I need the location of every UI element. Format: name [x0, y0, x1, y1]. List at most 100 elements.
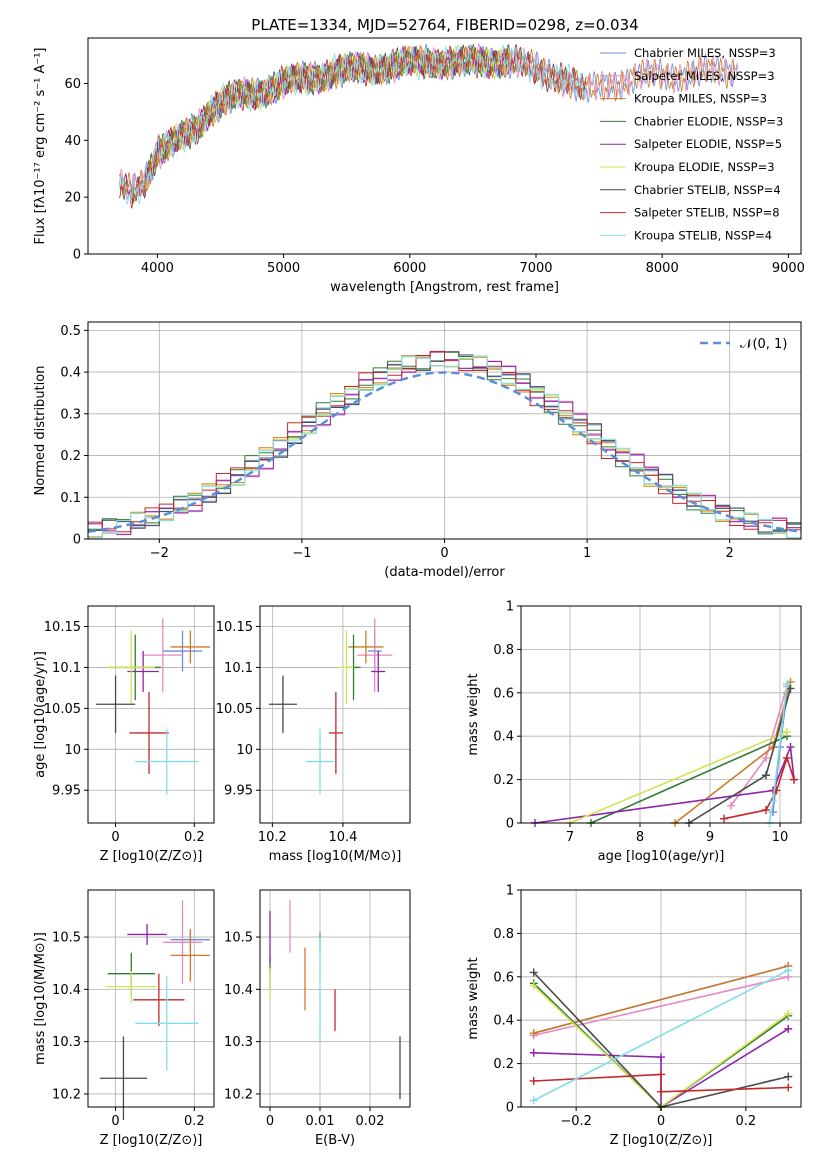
y-tick-label: 0.2 [493, 1057, 514, 1072]
weight-marker [769, 808, 777, 817]
x-tick-label: 0.2 [736, 1114, 757, 1129]
weight-marker [529, 1096, 538, 1105]
y-tick-label: 0 [506, 817, 514, 832]
figure-title: PLATE=1334, MJD=52764, FIBERID=0298, z=0… [251, 16, 638, 34]
weight-marker [762, 771, 770, 780]
weight-marker [786, 684, 795, 693]
histogram-step [88, 355, 801, 539]
y-tick-label: 10.2 [52, 1087, 81, 1102]
x-tick-label: 7 [566, 830, 574, 845]
y-tick-label: 0.5 [60, 324, 81, 339]
y-tick-label: 10.3 [224, 1035, 253, 1050]
legend-entry: Kroupa MILES, NSSP=3 [634, 92, 767, 106]
y-tick-label: 0.4 [493, 1014, 514, 1029]
y-tick-label: 0.2 [493, 773, 514, 788]
weight-marker [529, 1029, 538, 1038]
legend-entry: Chabrier MILES, NSSP=3 [634, 46, 776, 60]
plot-area [119, 42, 738, 209]
y-axis-label: age [log10(age/yr)] [33, 651, 48, 778]
x-axis-label: wavelength [Angstrom, rest frame] [330, 280, 559, 295]
y-tick-label: 0.4 [60, 366, 81, 381]
x-axis-label: E(B-V) [315, 1133, 355, 1148]
weight-marker [529, 968, 538, 977]
x-tick-label: 10 [772, 830, 789, 845]
weight-marker [784, 1072, 793, 1081]
y-tick-label: 0.8 [493, 643, 514, 658]
y-tick-label: 1 [506, 600, 514, 615]
y-tick-label: 0 [73, 248, 81, 263]
x-tick-label: 9 [706, 830, 714, 845]
weight-line [533, 965, 789, 1034]
y-tick-label: 10.4 [224, 983, 253, 998]
weight-marker [790, 775, 798, 784]
x-tick-label: 5000 [267, 261, 300, 276]
weight-line [533, 1073, 789, 1093]
weight-marker [657, 1070, 665, 1079]
plot-area [531, 677, 798, 827]
y-tick-label: 1 [506, 884, 514, 899]
plot-area [269, 900, 401, 1100]
weight-marker [769, 797, 777, 806]
y-tick-label: 60 [64, 77, 81, 92]
axes-frame [520, 605, 802, 824]
panel-mass-weight-vs-Z: −0.2 0 0.2 0 0.2 0.4 0.6 0.8 1 Z [log10(Z/Z⊙)] mas… [466, 884, 802, 1148]
panel-spectrum: 4000 5000 6000 7000 8000 9000 0 20 40 60 wavelengt… [33, 37, 805, 295]
y-axis-label: Normed distribution [33, 366, 48, 496]
weight-marker [529, 981, 538, 990]
weight-marker [657, 1053, 665, 1062]
weight-marker [783, 727, 791, 736]
x-tick-label: −1 [292, 546, 311, 561]
weight-marker [529, 1076, 538, 1085]
x-axis-label: Z [log10(Z/Z⊙)] [610, 1133, 713, 1148]
spectrum-line [119, 43, 587, 205]
y-tick-label: 9.95 [224, 784, 253, 799]
plot-area [99, 900, 211, 1121]
legend: 𝒩(0, 1) [700, 337, 787, 352]
weight-marker [784, 1009, 793, 1018]
y-tick-label: 0.4 [493, 730, 514, 745]
weight-line [688, 688, 792, 824]
plot-area [268, 618, 393, 795]
y-tick-label: 0.8 [493, 927, 514, 942]
x-tick-label: 8000 [646, 261, 679, 276]
x-tick-label: 6000 [393, 261, 426, 276]
panel-mass-weight-vs-age: 7 8 9 10 0 0.2 0.4 0.6 0.8 1 age [log10(age/yr)] ma… [466, 600, 802, 864]
weight-marker [784, 966, 793, 975]
y-tick-label: 10.2 [224, 1087, 253, 1102]
axes-frame [87, 889, 215, 1108]
y-tick-label: 10 [236, 743, 253, 758]
axes-frame [87, 37, 802, 255]
axes-frame [259, 889, 411, 1108]
weight-marker [783, 753, 791, 762]
x-axis-label: Z [log10(Z/Z⊙)] [100, 1133, 203, 1148]
x-tick-label: 0 [657, 1114, 665, 1129]
y-tick-label: 10.05 [44, 702, 81, 717]
y-tick-label: 20 [64, 191, 81, 206]
plot-area [88, 350, 801, 539]
x-tick-label: 0.01 [306, 1114, 335, 1129]
panel-mass-vs-Z: 0 0.2 10.2 10.3 10.4 10.5 Z [log10(Z/Z⊙)] mass … [33, 889, 215, 1148]
y-tick-label: 10.15 [216, 620, 253, 635]
x-axis-label: mass [log10(M/M⊙)] [269, 849, 402, 864]
y-tick-label: 40 [64, 134, 81, 149]
panel-residuals: −2 −1 0 1 2 0 0.1 0.2 0.3 0.4 0.5 (data-model)/erro… [33, 321, 802, 580]
x-tick-label: 0.2 [184, 830, 205, 845]
weight-line [590, 735, 788, 824]
legend-entry: Salpeter ELODIE, NSSP=5 [634, 137, 782, 151]
y-tick-label: 10.5 [52, 931, 81, 946]
y-tick-label: 10 [64, 743, 81, 758]
panel-mass-vs-EBV: 0 0.01 0.02 10.2 10.3 10.4 10.5 E(B-V) [224, 889, 411, 1148]
x-tick-label: 7000 [519, 261, 552, 276]
legend-entry: Kroupa STELIB, NSSP=4 [634, 228, 772, 242]
weight-marker [762, 753, 770, 762]
weight-marker [657, 1087, 665, 1096]
weight-marker [529, 1048, 538, 1057]
y-tick-label: 0 [73, 533, 81, 548]
plot-area [95, 618, 211, 795]
y-tick-label: 9.95 [52, 784, 81, 799]
x-tick-label: 0 [111, 1114, 119, 1129]
x-axis-label: (data-model)/error [384, 565, 505, 580]
axes-frame [87, 605, 215, 824]
legend-entry: Salpeter MILES, NSSP=3 [634, 69, 775, 83]
legend-entry: Salpeter STELIB, NSSP=8 [634, 206, 780, 220]
